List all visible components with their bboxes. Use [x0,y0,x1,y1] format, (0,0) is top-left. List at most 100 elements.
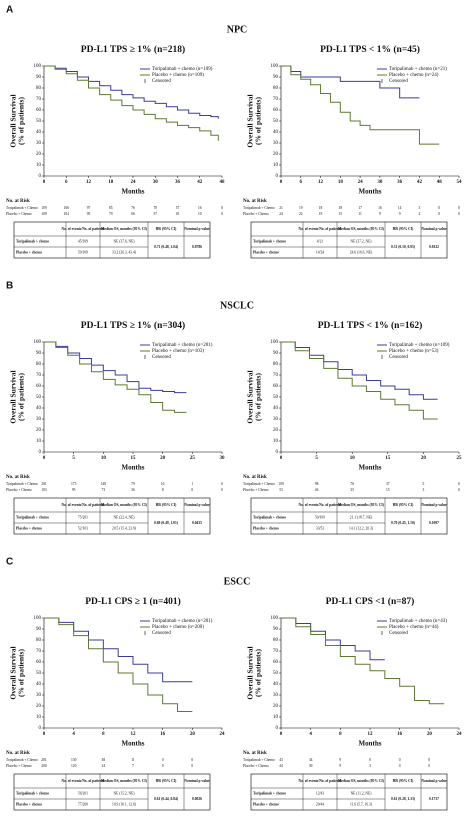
summary-table [13,497,211,535]
legend-label: Censored [389,355,408,360]
y-tick-label: 40 [273,130,279,135]
risk-value: 30 [309,764,313,768]
y-tick-label: 0 [276,450,279,455]
table-header: No. of events/No. of patients [62,779,106,783]
x-tick-label: 48 [220,180,226,185]
risk-value: 95 [72,488,76,492]
summary-table [250,221,448,259]
table-cell: 0.61 (0.28, 1.33) [391,797,416,801]
y-tick-label: 20 [36,704,42,709]
risk-value: 79 [109,212,113,216]
table-cell: 0.0026 [192,797,202,801]
y-tick-label: 10 [36,715,42,720]
y-tick-label: 60 [36,660,42,665]
y-tick-label: 50 [36,671,42,676]
table-cell: NE (37.2, NE) [351,239,373,244]
table-row-label: Toripalimab + chemo [253,239,286,243]
table-cell: NE (37.6, NE) [114,239,136,244]
risk-value: 36 [131,488,135,492]
x-tick-label: 0 [43,456,46,461]
y-axis-label: (% of patients) [254,97,263,145]
table-cell: 12/43 [316,791,324,795]
table-cell: 33.2 (26.3, 43.4) [112,250,137,255]
risk-value: 98 [315,482,319,486]
x-axis-label: Months [122,464,145,472]
risk-row-name: Placebo + Chemo [6,764,32,768]
table-header: Nominal p value [421,779,447,783]
risk-value: 3 [369,764,371,768]
x-tick-label: 4 [72,732,75,737]
risk-value: 0 [191,758,193,762]
risk-value: 79 [131,482,135,486]
risk-value: 85 [109,206,113,210]
y-tick-label: 50 [36,119,42,124]
risk-row-name: Toripalimab + Chemo [6,482,38,486]
chart-title: PD-L1 TPS < 1% (n=45) [320,44,420,55]
y-tick-label: 60 [273,108,279,113]
table-cell: 4/21 [317,239,324,243]
risk-value: 53 [279,488,283,492]
legend-label: Placebo + chemo (n=44) [389,625,439,630]
risk-value: 104 [64,212,70,216]
legend-label: Censored [389,79,408,84]
risk-row-name: Placebo + Chemo [243,212,269,216]
y-tick-label: 20 [273,428,279,433]
y-tick-label: 0 [276,174,279,179]
risk-value: 0 [399,764,401,768]
y-tick-label: 20 [273,704,279,709]
table-cell: 14.1 (12.2, 20.3) [349,526,374,531]
risk-value: 148 [101,482,107,486]
x-tick-label: 24 [457,732,463,737]
table-header: Median OS, months (95% CI) [101,779,148,783]
y-tick-label: 80 [273,362,279,367]
table-row-label: Toripalimab + chemo [16,515,49,519]
y-tick-label: 10 [273,715,279,720]
y-tick-label: 100 [271,616,279,621]
x-tick-label: 5 [315,456,318,461]
risk-value: 16 [161,482,165,486]
risk-row-name: Placebo + Chemo [6,212,32,216]
x-tick-label: 12 [131,732,137,737]
y-tick-label: 100 [34,340,42,345]
y-tick-label: 0 [39,450,42,455]
risk-value: 45 [176,212,180,216]
y-tick-label: 10 [36,163,42,168]
table-header: Nominal p value [421,227,447,231]
table-cell: NE (11.2, NE) [351,791,373,796]
chart-title: PD-L1 TPS ≥ 1% (n=304) [81,320,185,331]
table-header: Median OS, months (95% CI) [101,227,148,231]
risk-value: 76 [350,482,354,486]
risk-table-label: No. at Risk [6,751,30,756]
y-tick-label: 30 [36,141,42,146]
x-tick-label: 36 [397,180,403,185]
risk-value: 34 [309,758,313,762]
table-cell: 75/201 [78,515,88,519]
y-axis-label: Overall Survival [9,94,18,147]
x-tick-label: 20 [160,456,166,461]
risk-value: 10 [198,212,202,216]
x-tick-label: 8 [339,732,342,737]
y-tick-label: 90 [273,627,279,632]
table-cell: 20.5 (15.4, 23.9) [112,526,137,531]
risk-value: 44 [279,764,283,768]
chart-title: PD-L1 CPS <1 (n=87) [326,596,415,607]
legend-label: Toripalimab + chemo (n=21) [389,67,447,72]
x-tick-label: 12 [86,180,92,185]
x-tick-label: 25 [457,456,463,461]
y-tick-label: 10 [36,439,42,444]
risk-value: 0 [428,764,430,768]
risk-value: 35 [350,488,354,492]
risk-value: 0 [369,758,371,762]
x-tick-label: 0 [43,732,46,737]
km-chart: PD-L1 TPS < 1% (n=162) Overall Survival (%… [243,320,463,535]
chart-title: PD-L1 TPS < 1% (n=162) [318,320,423,331]
legend-label: Censored [152,79,171,84]
risk-value: 70 [153,206,157,210]
risk-value: 37 [386,482,390,486]
x-tick-label: 24 [220,732,226,737]
risk-value: 15 [339,212,343,216]
risk-value: 103 [41,488,47,492]
legend-label: Toripalimab + chemo (n=109) [152,67,213,72]
table-header: Nominal p value [184,227,210,231]
